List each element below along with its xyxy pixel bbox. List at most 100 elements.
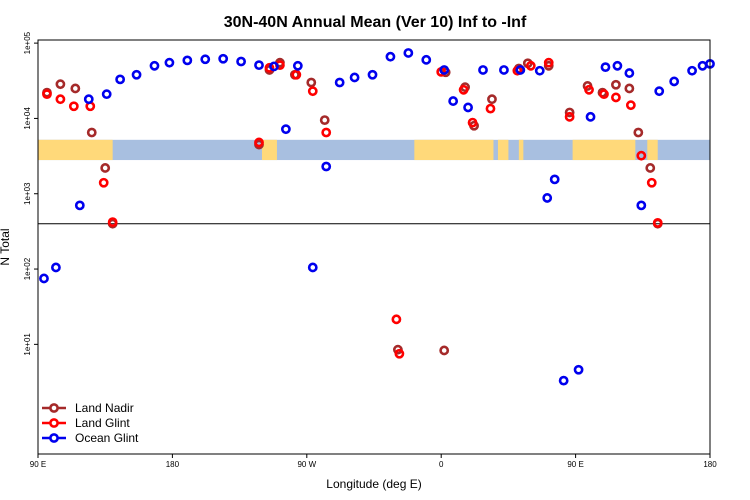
legend-marker — [49, 433, 59, 443]
legend-marker — [49, 418, 59, 428]
point-ocean-glint — [321, 161, 332, 172]
point-land-nadir — [86, 127, 97, 138]
point-land-glint — [467, 117, 478, 128]
point-ocean-glint — [367, 69, 378, 80]
point-land-glint — [291, 69, 302, 80]
point-land-glint — [42, 89, 52, 100]
point-ocean-glint — [448, 96, 459, 106]
point-land-glint — [611, 92, 621, 103]
map-land — [497, 139, 509, 161]
point-ocean-glint — [51, 262, 61, 273]
point-ocean-glint — [254, 60, 264, 71]
point-ocean-glint — [542, 193, 553, 203]
map-land — [518, 139, 524, 161]
point-ocean-glint — [687, 65, 697, 76]
map-land — [414, 139, 494, 161]
point-ocean-glint — [697, 60, 708, 71]
map-land — [38, 139, 113, 161]
point-ocean-glint — [439, 65, 450, 75]
plot-border — [37, 39, 711, 455]
point-ocean-glint — [558, 375, 569, 386]
point-land-glint — [98, 177, 109, 188]
map-land — [262, 139, 277, 161]
point-ocean-glint — [269, 61, 279, 72]
legend-label: Land Nadir — [75, 401, 134, 415]
point-ocean-glint — [573, 364, 584, 375]
legend-label: Ocean Glint — [75, 431, 139, 445]
point-ocean-glint — [83, 94, 94, 105]
point-ocean-glint — [182, 55, 193, 66]
point-ocean-glint — [654, 86, 665, 97]
point-ocean-glint — [385, 51, 396, 62]
point-ocean-glint — [74, 200, 85, 211]
y-tick-label: 1e+04 — [23, 107, 32, 130]
point-land-nadir — [100, 163, 111, 173]
point-ocean-glint — [218, 53, 229, 64]
chart-title: 30N-40N Annual Mean (Ver 10) Inf to -Inf — [224, 14, 527, 31]
point-land-nadir — [564, 107, 575, 118]
point-ocean-glint — [349, 72, 360, 83]
point-ocean-glint — [499, 65, 509, 75]
point-land-glint — [599, 89, 609, 100]
point-land-glint — [264, 62, 275, 73]
point-land-nadir — [55, 79, 66, 90]
point-land-glint — [458, 84, 469, 95]
point-ocean-glint — [585, 111, 596, 122]
point-land-glint — [584, 84, 594, 95]
point-land-nadir — [645, 163, 656, 173]
x-axis-ticks: 90 E 180 90 W 0 90 E 180 — [30, 454, 717, 469]
point-land-nadir — [624, 83, 635, 94]
point-ocean-glint — [131, 69, 142, 80]
point-land-nadir — [611, 79, 621, 90]
point-land-glint — [652, 217, 663, 228]
point-ocean-glint — [600, 62, 611, 73]
point-land-glint — [636, 150, 647, 161]
point-ocean-glint — [612, 60, 623, 71]
point-land-nadir — [633, 127, 644, 138]
point-ocean-glint — [292, 60, 303, 71]
point-land-glint — [254, 137, 264, 148]
point-land-glint — [625, 100, 636, 111]
point-ocean-glint — [515, 65, 526, 75]
x-tick-label: 90 E — [30, 460, 46, 469]
x-tick-label: 180 — [703, 460, 717, 469]
point-land-glint — [564, 111, 575, 122]
y-tick-label: 1e+02 — [23, 257, 32, 280]
point-ocean-glint — [334, 77, 345, 88]
map-land — [647, 139, 658, 161]
point-ocean-glint — [421, 54, 432, 65]
point-ocean-glint — [280, 124, 291, 135]
legend-marker — [49, 403, 59, 413]
point-ocean-glint — [549, 174, 560, 185]
legend-label: Land Glint — [75, 416, 130, 430]
point-land-glint — [525, 60, 536, 71]
point-land-glint — [391, 314, 402, 325]
point-land-glint — [307, 86, 318, 97]
point-ocean-glint — [149, 60, 160, 71]
point-land-nadir — [306, 77, 317, 88]
point-land-glint — [646, 177, 657, 188]
y-axis-label: N Total — [0, 228, 12, 265]
point-land-nadir — [70, 83, 81, 94]
point-land-glint — [68, 101, 79, 112]
x-tick-label: 180 — [166, 460, 180, 469]
world-map-band — [38, 139, 710, 161]
point-land-nadir — [487, 94, 497, 105]
point-ocean-glint — [236, 56, 246, 67]
point-ocean-glint — [200, 54, 211, 65]
point-land-glint — [543, 57, 554, 68]
x-tick-label: 0 — [439, 460, 444, 469]
point-ocean-glint — [101, 89, 112, 100]
point-ocean-glint — [39, 273, 49, 284]
point-ocean-glint — [403, 48, 414, 58]
point-land-nadir — [439, 345, 450, 356]
point-land-glint — [107, 217, 118, 228]
x-tick-label: 90 E — [567, 460, 583, 469]
point-land-nadir — [319, 115, 330, 126]
y-tick-label: 1e+01 — [23, 333, 32, 356]
x-tick-label: 90 W — [297, 460, 316, 469]
x-axis-label: Longitude (deg E) — [326, 477, 421, 491]
point-ocean-glint — [478, 65, 488, 75]
